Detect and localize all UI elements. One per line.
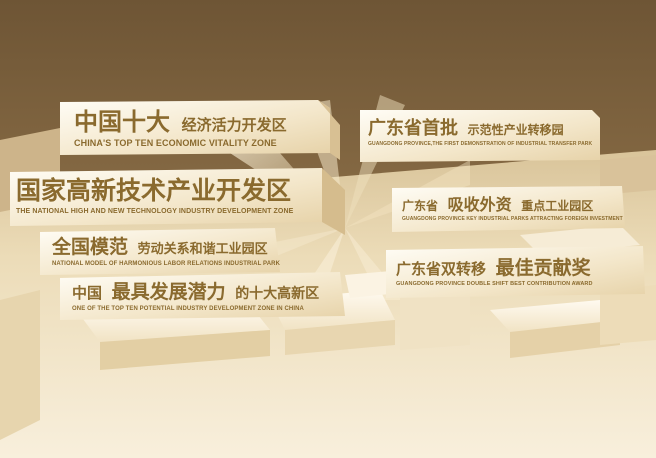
award-title-prefix: 中国 (72, 284, 103, 302)
award-title-en: CHINA'S TOP TEN ECONOMIC VITALITY ZONE (74, 138, 277, 148)
award-title-en: THE NATIONAL HIGH AND NEW TECHNOLOGY IND… (16, 208, 294, 215)
award-title-cn: 广东省首批 示范性产业转移园 (368, 120, 592, 138)
award-title-sub: 重点工业园区 (521, 199, 594, 213)
award-sign-foreign-investment: 广东省 吸收外资 重点工业园区 GUANGDONG PROVINCE KEY I… (402, 197, 623, 222)
award-title-cn: 广东省双转移 最佳贡献奖 (396, 259, 593, 278)
award-title-main: 广东省首批 (368, 118, 458, 139)
award-title-prefix: 广东省双转移 (396, 260, 487, 278)
award-title-cn: 中国十大 经济活力开发区 (74, 110, 287, 134)
award-title-en: NATIONAL MODEL OF HARMONIOUS LABOR RELAT… (52, 261, 280, 267)
award-title-sub: 劳动关系和谐工业园区 (137, 242, 268, 257)
award-sign-harmonious-labor: 全国模范 劳动关系和谐工业园区 NATIONAL MODEL OF HARMON… (52, 238, 280, 268)
award-sign-double-shift: 广东省双转移 最佳贡献奖 GUANGDONG PROVINCE DOUBLE S… (396, 259, 593, 288)
award-title-main: 中国十大 (74, 108, 170, 136)
award-title-main: 吸收外资 (447, 195, 512, 214)
award-sign-industrial-transfer: 广东省首批 示范性产业转移园 GUANGDONG PROVINCE,THE FI… (368, 120, 592, 147)
award-title-main: 最具发展潜力 (111, 281, 226, 303)
award-title-cn: 全国模范 劳动关系和谐工业园区 (52, 238, 280, 257)
award-sign-national-hitech-zone: 国家高新技术产业开发区 THE NATIONAL HIGH AND NEW TE… (16, 178, 293, 215)
award-title-sub: 的十大高新区 (235, 286, 320, 302)
award-title-main: 全国模范 (52, 236, 129, 258)
award-title-en: ONE OF THE TOP TEN POTENTIAL INDUSTRY DE… (72, 306, 304, 312)
award-sign-economic-vitality: 中国十大 经济活力开发区 CHINA'S TOP TEN ECONOMIC VI… (74, 110, 287, 148)
award-title-en: GUANGDONG PROVINCE KEY INDUSTRIAL PARKS … (402, 216, 623, 222)
award-title-sub: 示范性产业转移园 (467, 123, 564, 137)
award-title-cn: 国家高新技术产业开发区 (16, 176, 292, 205)
award-title-en: GUANGDONG PROVINCE DOUBLE SHIFT BEST CON… (396, 281, 593, 287)
award-title-cn: 广东省 吸收外资 重点工业园区 (402, 197, 623, 213)
award-title-main: 最佳贡献奖 (495, 257, 591, 279)
award-title-sub: 经济活力开发区 (181, 116, 287, 134)
sign-plates (10, 100, 645, 320)
award-sign-top-ten-potential: 中国 最具发展潜力 的十大高新区 ONE OF THE TOP TEN POTE… (72, 283, 319, 313)
award-title-en: GUANGDONG PROVINCE,THE FIRST DEMONSTRATI… (368, 141, 593, 147)
award-title-prefix: 广东省 (402, 199, 439, 213)
award-title-cn: 中国 最具发展潜力 的十大高新区 (72, 283, 319, 302)
